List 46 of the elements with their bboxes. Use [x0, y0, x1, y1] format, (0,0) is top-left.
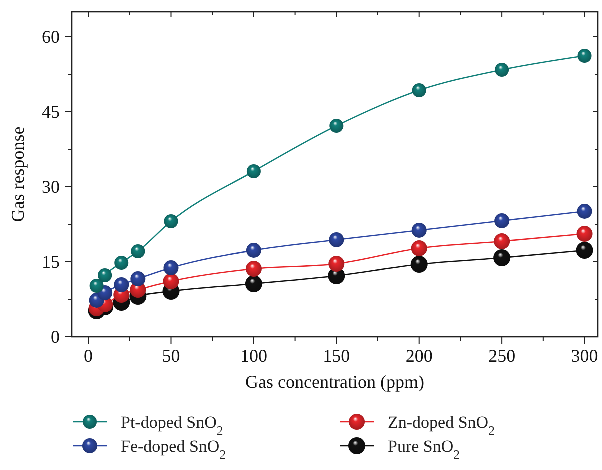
- legend-label: Fe-doped SnO$_{2}$: [121, 437, 226, 462]
- point: [578, 49, 592, 63]
- x-tick-label: 100: [240, 346, 268, 366]
- x-tick-label: 150: [323, 346, 350, 366]
- point: [90, 279, 104, 293]
- point: [130, 272, 146, 286]
- x-tick-label: 250: [488, 346, 516, 366]
- x-axis-title: Gas concentration (ppm): [246, 372, 424, 392]
- legend-label: Zn-doped SnO$_{2}$: [388, 413, 495, 438]
- point: [494, 214, 510, 228]
- legend-label: Pure SnO$_{2}$: [388, 437, 460, 462]
- y-tick-label: 0: [51, 327, 60, 347]
- y-tick-label: 45: [42, 102, 60, 122]
- point: [411, 240, 428, 256]
- x-tick-label: 0: [84, 346, 94, 366]
- point: [246, 243, 262, 258]
- x-tick-label: 50: [162, 346, 180, 366]
- x-tick-label: 300: [571, 346, 598, 366]
- point: [245, 276, 262, 292]
- y-tick-label: 15: [42, 252, 60, 272]
- point: [494, 234, 510, 250]
- y-axis-title: Gas response: [8, 126, 28, 222]
- point: [114, 278, 130, 292]
- point: [412, 223, 427, 238]
- point: [163, 274, 180, 290]
- point: [164, 214, 178, 228]
- legend-label: Pt-doped SnO$_{2}$: [121, 413, 224, 438]
- y-tick-label: 30: [42, 177, 60, 197]
- x-tick-label: 200: [406, 346, 433, 366]
- point: [329, 232, 344, 248]
- point: [576, 226, 593, 242]
- point: [494, 250, 511, 266]
- point: [410, 256, 428, 273]
- point: [131, 244, 146, 258]
- point: [246, 261, 262, 277]
- point: [577, 204, 592, 219]
- point: [412, 84, 426, 98]
- point: [328, 256, 345, 272]
- point: [164, 260, 179, 276]
- point: [114, 256, 129, 270]
- point: [576, 242, 594, 259]
- point: [246, 164, 261, 178]
- y-tick-label: 60: [42, 27, 60, 47]
- point: [98, 268, 112, 282]
- point: [495, 63, 510, 77]
- point: [330, 119, 344, 133]
